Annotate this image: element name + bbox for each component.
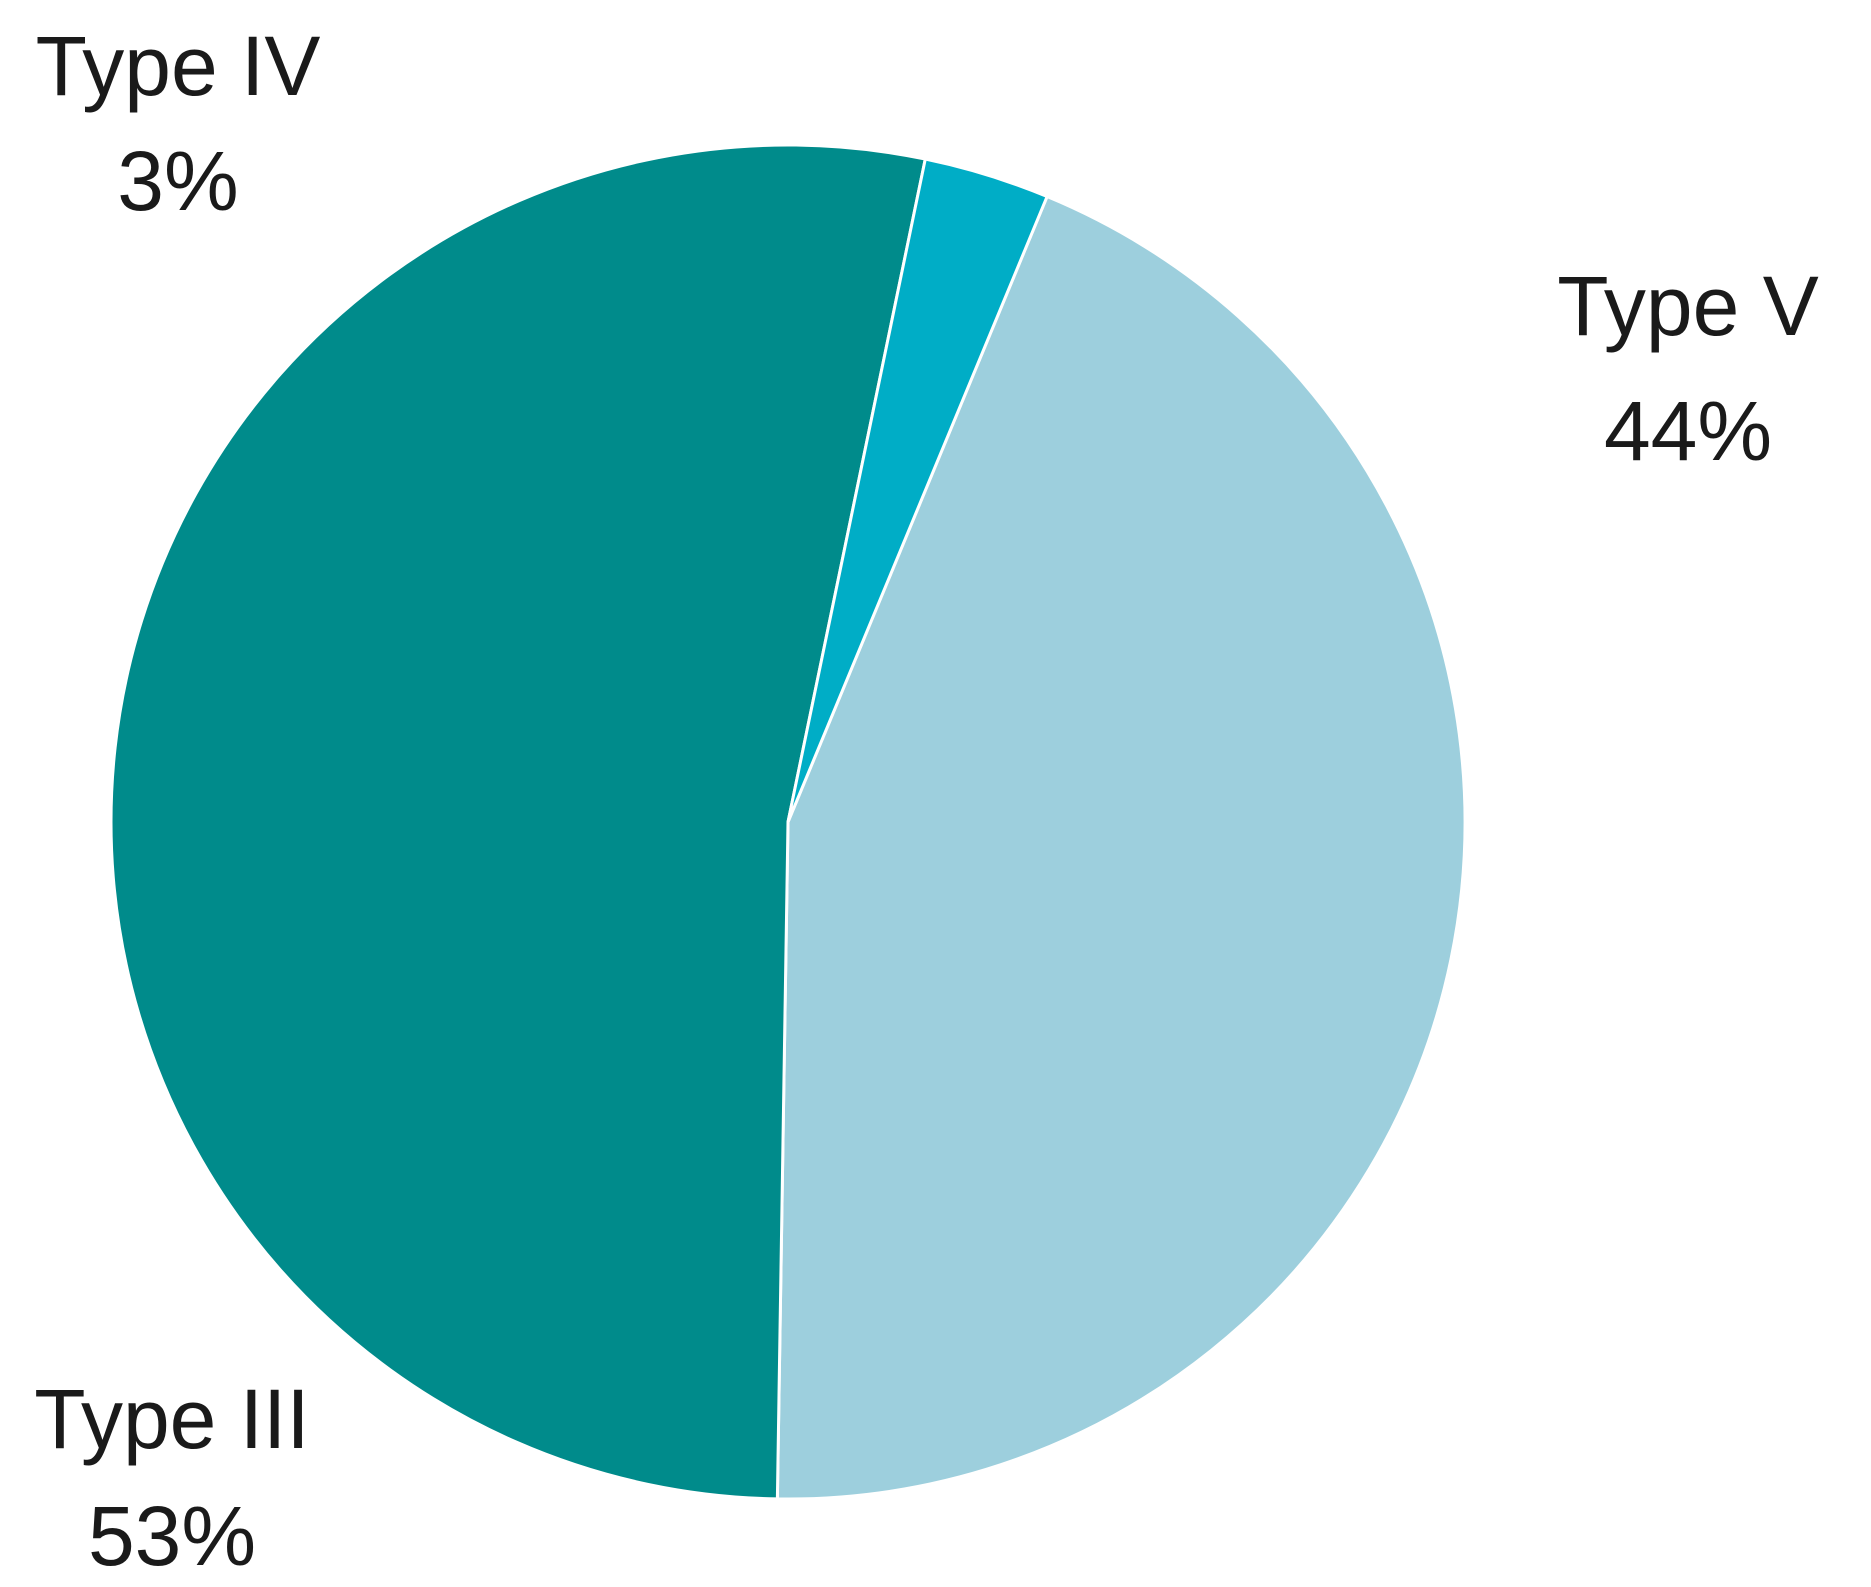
slice-percent-label: 44% [1604,384,1772,478]
pie-slice-type-v [775,195,1467,1501]
slice-percent-label: 3% [117,134,238,228]
slice-label: Type III [34,1372,309,1466]
pie-slice-type-iv [786,157,1049,824]
pie-labels: Type V 44% Type III 53% Type IV 3% [34,19,1818,1583]
slice-percent-label: 53% [88,1489,256,1582]
slice-label: Type V [1557,259,1818,353]
pie-slice-type-iii [109,143,927,1501]
slice-label: Type IV [36,19,321,113]
pie-slices [109,143,1467,1501]
